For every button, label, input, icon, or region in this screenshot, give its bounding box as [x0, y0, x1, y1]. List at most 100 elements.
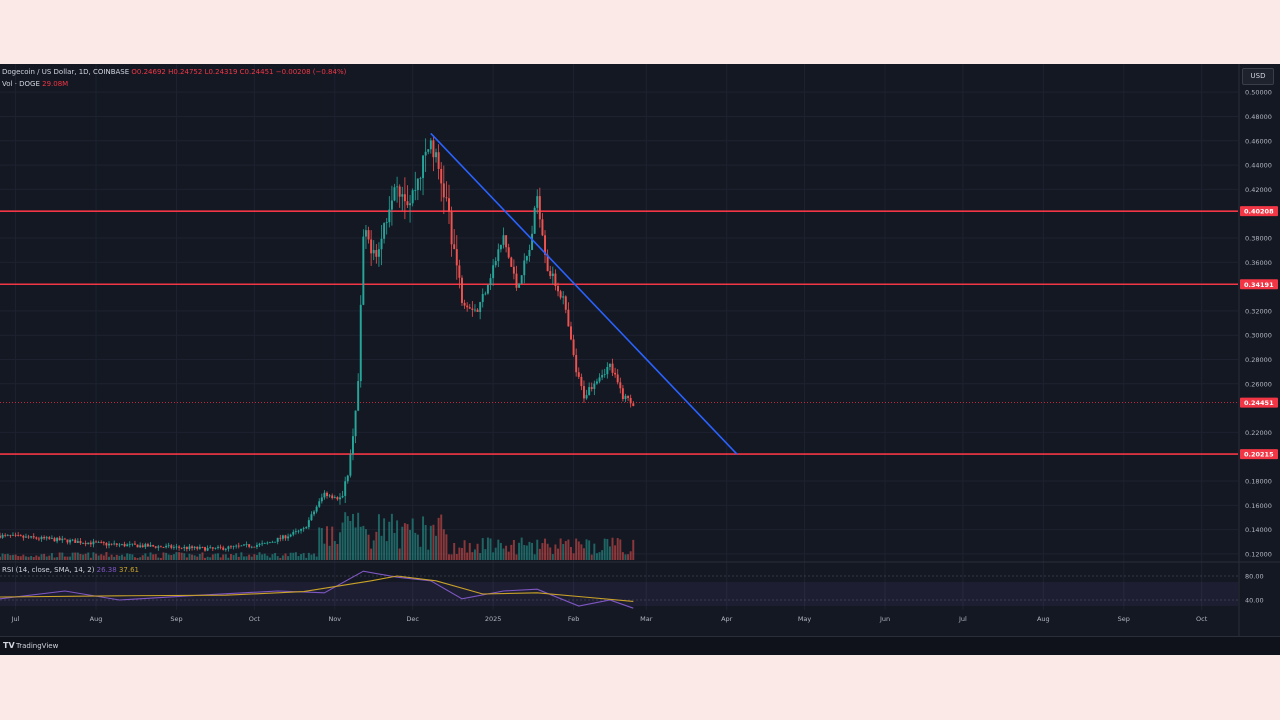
volume-bar — [294, 552, 297, 560]
volume-bar — [165, 552, 168, 560]
volume-bar — [383, 518, 386, 560]
y-tick-label: 0.48000 — [1245, 113, 1272, 121]
volume-bar — [196, 556, 199, 560]
volume-bar — [261, 554, 264, 560]
candle-body — [152, 545, 155, 547]
candle-body — [448, 198, 450, 212]
volume-bar — [385, 541, 388, 560]
candle-body — [536, 196, 539, 208]
trend-line[interactable] — [430, 132, 738, 455]
x-tick-label: Aug — [1037, 615, 1050, 623]
candle-body — [19, 535, 22, 537]
symbol-title: Dogecoin / US Dollar, 1D, COINBASE — [2, 68, 130, 76]
currency-button[interactable]: USD — [1242, 68, 1274, 85]
candle-body — [315, 506, 318, 512]
candle-body — [362, 236, 365, 305]
volume-bar — [533, 554, 536, 560]
candle-body — [383, 223, 386, 239]
rsi-y-tick: 80.00 — [1245, 573, 1264, 581]
volume-header[interactable]: Vol · DOGE 29.08M — [2, 80, 68, 88]
candle-body — [48, 537, 51, 539]
volume-bar — [453, 542, 456, 560]
volume-bar — [437, 517, 440, 560]
candle-body — [512, 266, 515, 274]
volume-bar — [603, 538, 606, 560]
volume-bar — [528, 541, 531, 560]
candle-body — [214, 547, 217, 549]
volume-bar — [354, 527, 357, 560]
candle-body — [608, 363, 611, 367]
volume-bar — [6, 553, 9, 560]
volume-bar — [411, 518, 414, 560]
candle-body — [253, 546, 256, 548]
symbol-header[interactable]: Dogecoin / US Dollar, 1D, COINBASE O0.24… — [2, 68, 346, 76]
volume-bar — [198, 553, 201, 560]
volume-bar — [276, 556, 279, 560]
x-tick-label: May — [798, 615, 812, 623]
candle-body — [458, 265, 461, 278]
volume-bar — [289, 552, 292, 560]
volume-bar — [97, 555, 100, 560]
candle-body — [167, 545, 170, 547]
volume-bar — [318, 527, 321, 560]
rsi-y-tick: 40.00 — [1245, 597, 1264, 605]
volume-bar — [159, 557, 162, 560]
volume-bar — [515, 554, 518, 560]
candle-body — [502, 235, 505, 245]
candle-body — [396, 186, 399, 188]
y-tick-label: 0.30000 — [1245, 332, 1272, 340]
candle-body — [258, 543, 261, 546]
volume-bar — [367, 534, 370, 560]
volume-bar — [204, 557, 207, 560]
candle-body — [351, 436, 354, 455]
volume-bar — [624, 554, 627, 560]
candle-body — [305, 527, 308, 529]
volume-bar — [551, 554, 554, 560]
x-tick-label: Feb — [568, 615, 580, 623]
volume-bar — [37, 556, 40, 560]
candle-body — [437, 152, 440, 169]
volume-bar — [525, 545, 528, 560]
volume-bar — [328, 545, 331, 560]
candle-body — [499, 244, 502, 250]
candle-body — [76, 541, 79, 543]
candle-body — [97, 542, 100, 543]
volume-bar — [481, 538, 484, 560]
volume-bar — [12, 554, 14, 560]
volume-bar — [250, 556, 253, 560]
candle-body — [416, 178, 419, 191]
candle-body — [222, 547, 225, 550]
volume-bar — [458, 547, 461, 560]
volume-bar — [419, 546, 422, 560]
candle-body — [525, 256, 528, 261]
volume-bar — [333, 541, 336, 560]
volume-bar — [167, 554, 170, 560]
ohlc-high: H0.24752 — [168, 68, 203, 76]
volume-bar — [572, 553, 575, 560]
last-price-label: 0.24451 — [1244, 399, 1274, 407]
candle-body — [204, 547, 207, 551]
volume-bar — [370, 548, 373, 560]
volume-bar — [422, 516, 425, 560]
volume-bar — [339, 532, 341, 560]
volume-bar — [471, 552, 474, 560]
candle-body — [505, 235, 508, 248]
candle-body — [274, 541, 277, 543]
volume-bar — [546, 543, 549, 560]
candle-body — [486, 284, 489, 294]
candle-body — [388, 209, 391, 223]
candle-body — [82, 543, 85, 544]
volume-bar — [593, 543, 596, 560]
volume-bar — [567, 539, 570, 560]
volume-bar — [17, 555, 20, 560]
candle-body — [393, 187, 396, 201]
candle-body — [172, 547, 175, 548]
rsi-header[interactable]: RSI (14, close, SMA, 14, 2) 26.38 37.61 — [2, 566, 139, 574]
tradingview-logo-icon[interactable]: TV — [3, 641, 15, 650]
candle-body — [409, 203, 412, 206]
volume-bar — [40, 554, 43, 560]
candle-body — [196, 546, 199, 549]
candle-body — [297, 530, 300, 532]
volume-bar — [531, 542, 534, 560]
